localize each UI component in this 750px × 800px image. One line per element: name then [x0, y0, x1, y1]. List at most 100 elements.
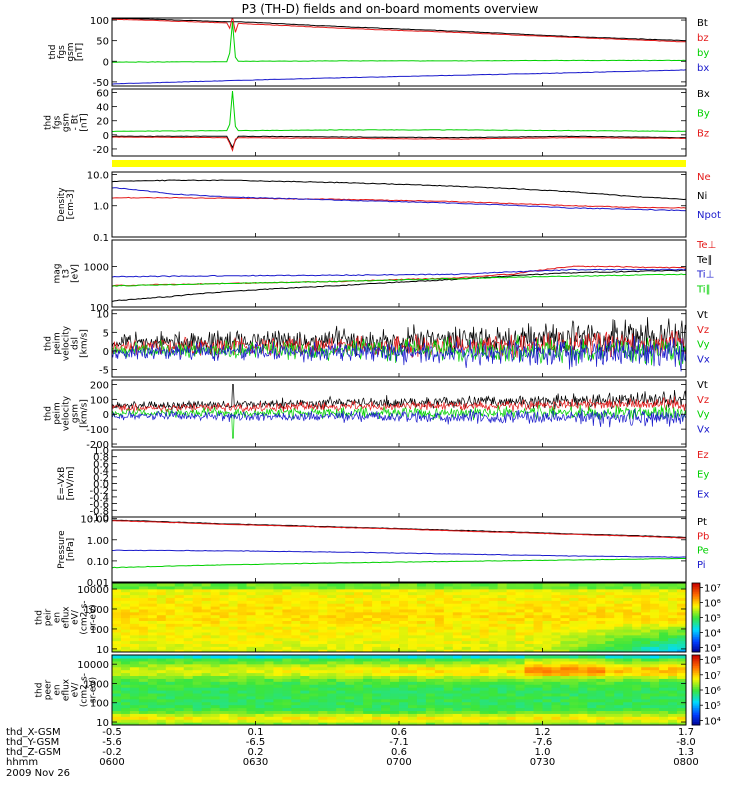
spectrogram-cell	[425, 710, 436, 714]
spectrogram-cell	[372, 690, 382, 694]
spectrogram-cell	[506, 695, 517, 700]
spectrogram-cell	[614, 666, 624, 671]
spectrogram-cell	[273, 663, 284, 668]
spectrogram-cell	[452, 707, 463, 712]
spectrogram-cell	[587, 713, 597, 717]
spectrogram-cell	[147, 657, 158, 662]
spectrogram-cell	[165, 594, 176, 598]
spectrogram-cell	[650, 672, 660, 677]
spectrogram-cell	[237, 611, 248, 616]
spectrogram-cell	[596, 597, 606, 601]
spectrogram-cell	[515, 666, 526, 671]
spectrogram-cell	[345, 695, 355, 700]
colorbar-segment	[692, 633, 700, 636]
spectrogram-cell	[255, 631, 266, 636]
spectrogram-cell	[246, 597, 257, 601]
spectrogram-cell	[112, 655, 122, 659]
spectrogram-cell	[363, 608, 373, 613]
spectrogram-cell	[614, 672, 624, 677]
spectrogram-cell	[506, 640, 517, 644]
spectrogram-cell	[569, 681, 579, 685]
y-tick-label: -100	[86, 425, 109, 436]
x-axis-value: 0.6	[391, 727, 407, 738]
spectrogram-cell	[578, 583, 588, 587]
spectrogram-cell	[336, 707, 346, 712]
spectrogram-cell	[416, 672, 427, 677]
spectrogram-cell	[551, 657, 562, 662]
spectrogram-cell	[192, 611, 203, 616]
spectrogram-cell	[515, 719, 526, 723]
spectrogram-cell	[237, 701, 248, 706]
spectrogram-cell	[407, 626, 418, 630]
spectrogram-cell	[659, 649, 669, 652]
spectrogram-cell	[381, 716, 391, 720]
spectrogram-cell	[434, 583, 445, 587]
spectrogram-cell	[354, 698, 364, 703]
colorbar-segment	[692, 656, 700, 659]
spectrogram-cell	[399, 626, 409, 630]
spectrogram-cell	[183, 629, 194, 633]
spectrogram-cell	[641, 707, 651, 712]
spectrogram-cell	[677, 675, 686, 679]
spectrogram-cell	[560, 646, 571, 650]
spectrogram-cell	[112, 623, 122, 627]
spectrogram-cell	[479, 655, 490, 659]
spectrogram-cell	[497, 678, 508, 682]
spectrogram-cell	[641, 672, 651, 677]
colorbar-segment	[692, 667, 700, 670]
spectrogram-cell	[461, 722, 472, 725]
spectrogram-cell	[452, 681, 463, 685]
spectrogram-cell	[291, 678, 301, 682]
spectrogram-cell	[156, 684, 167, 688]
spectrogram-cell	[273, 631, 284, 636]
spectrogram-cell	[390, 608, 400, 613]
spectrogram-cell	[461, 600, 472, 604]
spectrogram-cell	[452, 606, 463, 610]
spectrogram-cell	[623, 663, 633, 668]
spectrogram-cell	[282, 663, 292, 668]
spectrogram-cell	[264, 637, 275, 642]
spectrogram-cell	[390, 600, 400, 604]
colorbar-segment	[692, 697, 700, 700]
plot-area-peim_gsm	[112, 384, 686, 439]
spectrogram-cell	[354, 591, 364, 596]
spectrogram-cell	[515, 614, 526, 619]
spectrogram-cell	[533, 692, 544, 697]
spectrogram-cell	[605, 701, 615, 706]
spectrogram-cell	[318, 640, 328, 644]
spectrogram-cell	[659, 608, 669, 613]
series-by-line	[112, 22, 686, 63]
spectrogram-cell	[309, 690, 319, 694]
spectrogram-cell	[210, 707, 221, 712]
spectrogram-cell	[112, 626, 122, 630]
spectrogram-cell	[237, 666, 248, 671]
spectrogram-cell	[174, 663, 185, 668]
spectrogram-cell	[560, 585, 571, 590]
spectrogram-cell	[390, 631, 400, 636]
y-axis-label: eV/	[71, 609, 81, 625]
spectrogram-cell	[381, 631, 391, 636]
spectrogram-cell	[300, 603, 310, 607]
spectrogram-cell	[497, 701, 508, 706]
colorbar-segment	[692, 686, 700, 689]
spectrogram-cell	[407, 698, 418, 703]
spectrogram-cell	[210, 690, 221, 694]
spectrogram-cell	[363, 631, 373, 636]
spectrogram-cell	[461, 611, 472, 616]
spectrogram-cell	[668, 623, 678, 627]
spectrogram-cell	[542, 672, 553, 677]
spectrogram-cell	[246, 649, 257, 652]
spectrogram-cell	[443, 701, 454, 706]
spectrogram-cell	[165, 681, 176, 685]
spectrogram-cell	[282, 623, 292, 627]
x-axis-row-label: hhmm	[6, 757, 38, 768]
spectrogram-cell	[560, 684, 571, 688]
spectrogram-cell	[641, 631, 651, 636]
spectrogram-cell	[560, 695, 571, 700]
spectrogram-cell	[623, 637, 633, 642]
spectrogram-cell	[587, 626, 597, 630]
spectrogram-cell	[425, 608, 436, 613]
spectrogram-cell	[282, 669, 292, 674]
spectrogram-cell	[183, 588, 194, 593]
spectrogram-cell	[390, 713, 400, 717]
